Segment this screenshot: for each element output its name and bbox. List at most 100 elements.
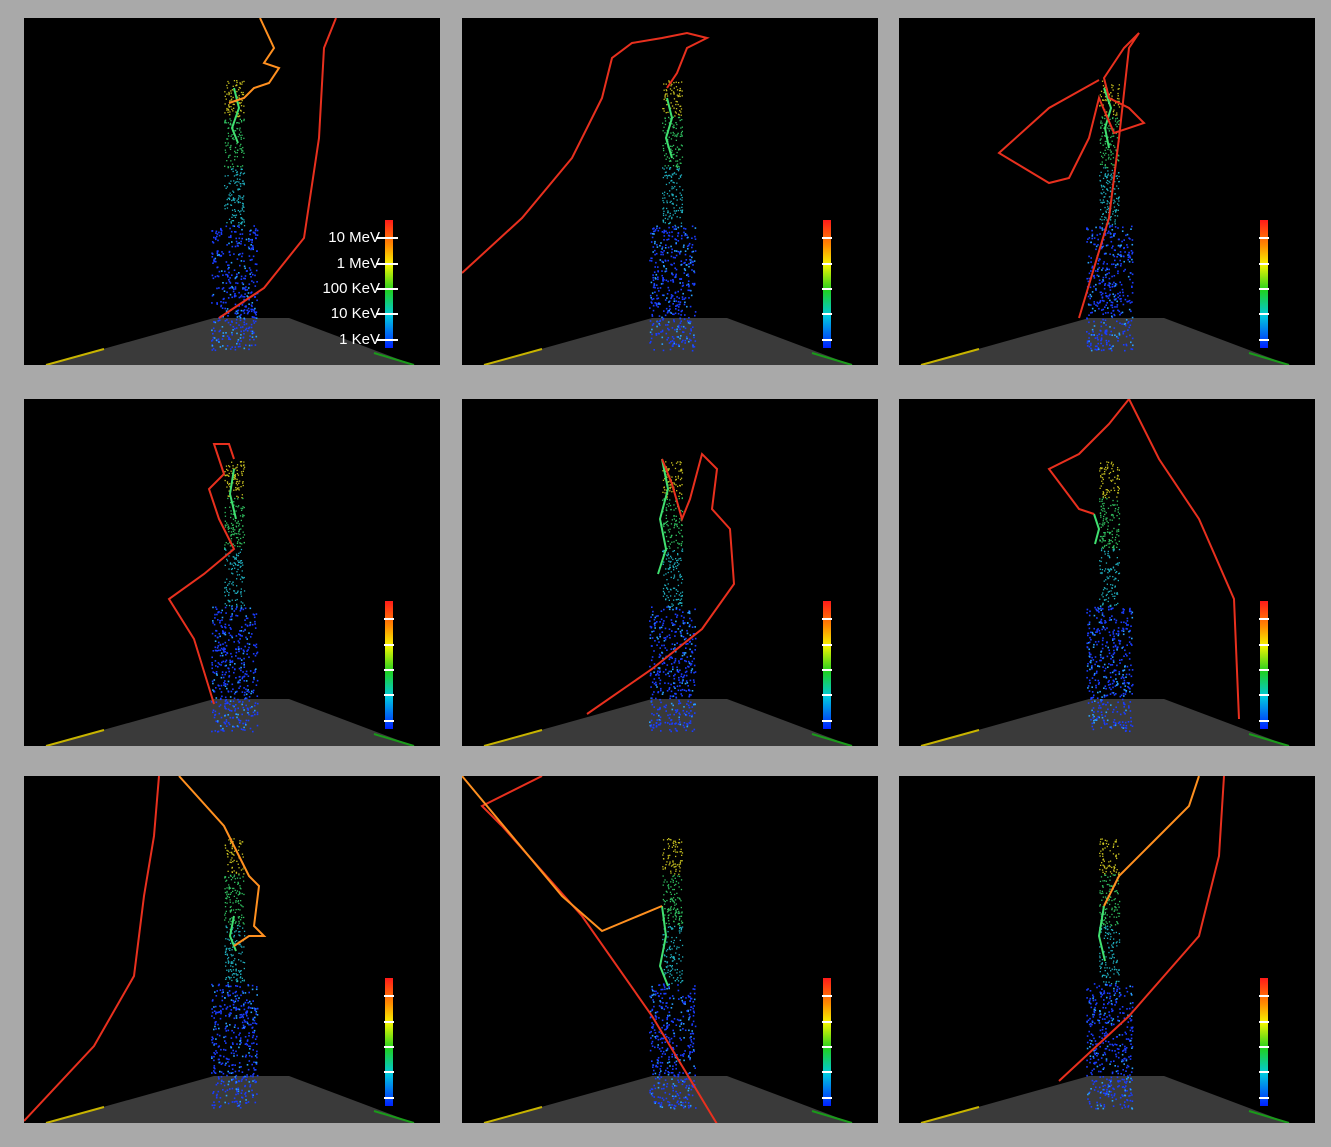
particle <box>673 314 675 316</box>
particle <box>677 235 679 237</box>
particle <box>1109 300 1111 302</box>
particle <box>1108 601 1109 602</box>
particle <box>1107 200 1108 201</box>
particle <box>247 289 249 291</box>
particle <box>1110 237 1112 239</box>
particle <box>681 673 683 675</box>
particle <box>255 285 257 287</box>
particle <box>650 257 652 259</box>
particle <box>1097 343 1099 345</box>
particle <box>1099 175 1100 176</box>
particle <box>216 236 218 238</box>
particle <box>678 585 679 586</box>
particle <box>218 1062 220 1064</box>
particle <box>225 550 226 551</box>
particle <box>1091 296 1093 298</box>
particle <box>222 307 224 309</box>
particle <box>214 624 216 626</box>
particle <box>238 555 239 556</box>
particle <box>218 1028 220 1030</box>
particle <box>653 285 655 287</box>
particle <box>1087 624 1089 626</box>
particle <box>1098 611 1100 613</box>
particle <box>221 251 223 253</box>
particle <box>678 703 680 705</box>
particle <box>680 577 681 578</box>
particle <box>226 1075 228 1077</box>
particle <box>237 258 239 260</box>
particle <box>663 239 665 241</box>
particle <box>681 115 682 116</box>
particle <box>659 324 661 326</box>
particle <box>657 279 659 281</box>
particle <box>1101 186 1102 187</box>
particle <box>1102 279 1104 281</box>
particle <box>237 156 238 157</box>
particle <box>651 724 653 726</box>
particle <box>252 681 254 683</box>
particle <box>686 671 688 673</box>
particle <box>651 720 653 722</box>
particle <box>669 717 671 719</box>
particle <box>1117 467 1118 468</box>
particle <box>1129 641 1131 643</box>
particle <box>217 250 219 252</box>
particle <box>665 532 666 533</box>
particle <box>238 959 239 960</box>
particle <box>235 282 237 284</box>
particle <box>669 609 671 611</box>
particle <box>225 204 226 205</box>
particle <box>1111 728 1113 730</box>
particle <box>250 259 252 261</box>
particle <box>251 1027 253 1029</box>
particle <box>660 287 662 289</box>
particle <box>236 717 238 719</box>
particle <box>256 1011 258 1013</box>
particle <box>243 727 245 729</box>
particle <box>1091 701 1093 703</box>
particle <box>682 157 683 158</box>
particle <box>250 670 252 672</box>
particle <box>255 1013 257 1015</box>
particle <box>256 613 258 615</box>
particle <box>660 702 662 704</box>
particle <box>1101 216 1102 217</box>
particle <box>239 253 241 255</box>
particle <box>1089 642 1091 644</box>
particle <box>672 696 674 698</box>
particle <box>663 596 664 597</box>
particle <box>660 680 662 682</box>
particle <box>664 96 665 97</box>
particle <box>670 264 672 266</box>
particle <box>1092 308 1094 310</box>
particle <box>1107 170 1108 171</box>
particle <box>1115 508 1116 509</box>
particle <box>232 138 233 139</box>
particle <box>669 161 670 162</box>
particle <box>243 653 245 655</box>
particle <box>230 294 232 296</box>
particle <box>250 693 252 695</box>
particle <box>651 329 653 331</box>
particle <box>663 645 665 647</box>
particle <box>675 308 677 310</box>
particle <box>667 112 668 113</box>
particle <box>231 564 232 565</box>
particle <box>1107 656 1109 658</box>
particle <box>254 1069 256 1071</box>
particle <box>225 507 226 508</box>
particle <box>1088 322 1090 324</box>
particle <box>238 687 240 689</box>
particle <box>1105 312 1107 314</box>
particle <box>254 322 256 324</box>
particle <box>1108 125 1109 126</box>
particle <box>249 1060 251 1062</box>
particle <box>1108 522 1109 523</box>
particle <box>243 278 245 280</box>
particle <box>1103 589 1104 590</box>
particle <box>665 722 667 724</box>
particle <box>649 666 651 668</box>
particle <box>1101 506 1102 507</box>
particle <box>663 215 664 216</box>
particle <box>249 643 251 645</box>
